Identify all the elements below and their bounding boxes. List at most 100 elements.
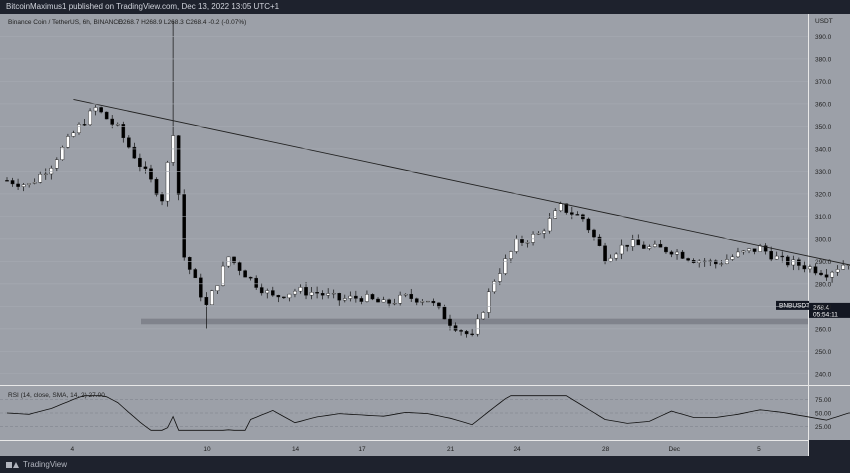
- candle-body: [93, 107, 98, 112]
- price-tick-label: 350.0: [815, 124, 832, 131]
- candle-body: [326, 293, 330, 296]
- time-tick-label: 28: [602, 446, 610, 453]
- candle-body: [320, 293, 325, 296]
- candle-body: [110, 118, 115, 125]
- candle-body: [282, 296, 286, 299]
- candle-body: [237, 262, 242, 271]
- axis-layer: 390.0 380.0 370.0 360.0 350.0 340.0 330.0 320.0…: [0, 34, 832, 453]
- candle-body: [769, 251, 773, 260]
- candle-body: [630, 239, 635, 247]
- candle-body: [481, 312, 486, 320]
- candle-body: [337, 293, 342, 301]
- candle-body: [841, 264, 845, 270]
- rsi-layer: 75.00 50.00 25.00: [0, 395, 850, 431]
- candle-body: [464, 331, 469, 335]
- candle-body: [564, 203, 569, 213]
- price-tick-label: 380.0: [815, 56, 832, 63]
- candle-body: [287, 293, 292, 299]
- price-tick-label: 270.0: [815, 304, 832, 311]
- candle-body: [71, 132, 76, 137]
- candle-body: [10, 180, 15, 185]
- candle-body: [453, 325, 458, 331]
- candle-body: [730, 256, 735, 260]
- time-tick-label: 24: [513, 446, 521, 453]
- candle-body: [680, 251, 685, 259]
- candle-body: [193, 269, 198, 279]
- candle-body: [138, 157, 142, 168]
- rsi-line: [6, 395, 850, 431]
- candle-body: [797, 259, 801, 266]
- candle-body: [127, 137, 131, 148]
- candle-body: [414, 298, 419, 303]
- candle-body: [542, 230, 546, 234]
- candle-body: [625, 244, 629, 247]
- candle-body: [636, 239, 641, 246]
- support-zone-layer: [141, 318, 808, 325]
- candle-body: [824, 274, 829, 278]
- time-tick-label: 17: [358, 446, 366, 453]
- candle-body: [520, 238, 524, 243]
- candle-body: [16, 183, 20, 187]
- price-tick-label: 260.0: [815, 326, 832, 333]
- candle-body: [758, 245, 762, 252]
- candle-body: [614, 253, 618, 259]
- candle-body: [437, 302, 441, 308]
- candle-body: [586, 218, 591, 231]
- candle-body: [293, 290, 297, 295]
- candle-body: [304, 287, 308, 296]
- candle-body: [575, 214, 580, 216]
- candle-body: [259, 287, 264, 294]
- candle-body: [409, 293, 414, 299]
- rsi-legend: RSI (14, close, SMA, 14, 2) 27.00: [8, 392, 105, 399]
- time-tick-label: 4: [70, 446, 74, 453]
- publish-line: BitcoinMaximus1 published on TradingView…: [6, 2, 280, 11]
- candle-body: [55, 159, 59, 169]
- candle-body: [475, 318, 480, 335]
- publish-bar: BitcoinMaximus1 published on TradingView…: [0, 0, 850, 14]
- candle-body: [187, 257, 192, 270]
- candle-body: [830, 271, 834, 278]
- candle-body: [60, 147, 65, 160]
- candle-body: [365, 294, 369, 302]
- rsi-tick-label: 75.00: [815, 397, 832, 404]
- candle-body: [835, 269, 840, 273]
- time-tick-label: 21: [447, 446, 455, 453]
- legend-symbol: Binance Coin / TetherUS, 6h, BINANCE: [8, 19, 123, 26]
- candle-body: [785, 256, 790, 266]
- price-tick-label: 280.0: [815, 281, 832, 288]
- candle-body: [431, 300, 436, 304]
- candle-body: [675, 251, 679, 255]
- candle-body: [387, 299, 391, 304]
- candle-body: [492, 281, 497, 293]
- candle-body: [426, 300, 430, 303]
- candle-body: [741, 250, 746, 253]
- candle-body: [276, 295, 281, 298]
- candle-body: [215, 285, 220, 292]
- candle-body: [348, 295, 353, 299]
- candle-body: [82, 124, 87, 126]
- symbol-tag: BNBUSDT: [779, 302, 810, 309]
- candle-body: [514, 238, 519, 252]
- candle-body: [498, 273, 502, 282]
- candle-body: [99, 107, 103, 113]
- candle-body: [442, 306, 447, 320]
- footer-brand: TradingView: [23, 460, 68, 469]
- candle-body: [149, 168, 153, 180]
- tradingview-logo[interactable]: TradingView: [6, 456, 67, 473]
- candle-body: [104, 111, 109, 120]
- candle-body: [802, 265, 807, 270]
- candle-body: [165, 162, 170, 202]
- candle-body: [669, 251, 674, 255]
- candle-body: [370, 294, 375, 300]
- price-axis-currency: USDT: [815, 18, 833, 25]
- time-tick-label: Dec: [669, 446, 681, 453]
- price-tick-label: 390.0: [815, 34, 832, 41]
- candle-body: [763, 245, 768, 252]
- candle-body: [381, 299, 386, 303]
- candle-body: [592, 229, 596, 238]
- price-tick-label: 290.0: [815, 259, 832, 266]
- price-tick-label: 320.0: [815, 191, 832, 198]
- candle-body: [558, 203, 563, 211]
